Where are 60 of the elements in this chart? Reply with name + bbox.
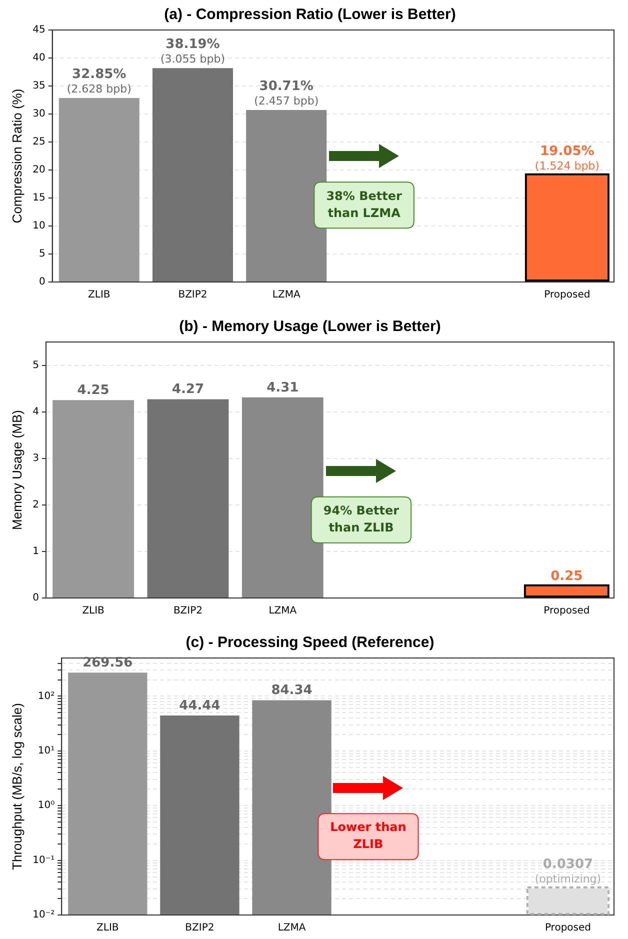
x-tick-label: LZMA <box>268 606 297 617</box>
x-tick-label: Proposed <box>544 922 591 934</box>
x-tick-label: Proposed <box>544 606 590 617</box>
y-tick-label: 10 <box>32 220 46 232</box>
data-label: 0.0307 (optimizing) <box>534 857 602 886</box>
bar <box>52 400 134 598</box>
data-label: 4.25 <box>77 383 110 398</box>
y-tick-label: 0 <box>32 592 39 604</box>
y-tick-label: 4 <box>32 406 39 418</box>
bar <box>152 68 233 282</box>
x-tick-label: BZIP2 <box>185 922 214 934</box>
bar <box>246 110 327 282</box>
y-tick-label: 10⁻² <box>32 910 55 921</box>
y-tick-label: 25 <box>32 136 46 148</box>
x-tick-label: BZIP2 <box>178 290 208 301</box>
y-tick-label: 10⁰ <box>38 800 55 812</box>
y-tick-label: 20 <box>32 164 46 176</box>
annotation: 38% Better than LZMA <box>326 188 402 220</box>
x-tick-label: Proposed <box>544 290 590 301</box>
data-label: 30.71% (2.457 bpb) <box>254 78 319 108</box>
data-label: 4.27 <box>172 382 204 398</box>
y-tick-label: 30 <box>32 108 46 120</box>
chart-title: (a) - Compression Ratio (Lower is Better) <box>164 6 456 24</box>
x-tick-label: ZLIB <box>82 606 105 617</box>
y-tick-label: 40 <box>32 52 46 64</box>
y-tick-label: 10² <box>38 690 55 702</box>
y-tick-label: 0 <box>38 276 46 288</box>
data-label: 269.56 <box>82 656 133 671</box>
data-label: 44.44 <box>179 698 220 714</box>
annotation: 94% Better than ZLIB <box>323 504 400 535</box>
data-label: 4.31 <box>266 380 299 396</box>
y-tick-label: 10⁻¹ <box>32 854 55 866</box>
chart-title: (b) - Memory Usage (Lower is Better) <box>179 318 441 336</box>
y-tick-label: 10¹ <box>38 746 55 757</box>
bar <box>147 399 229 598</box>
data-label: 19.05% (1.524 bpb) <box>534 144 600 173</box>
bar <box>58 98 140 282</box>
x-tick-label: BZIP2 <box>173 606 203 617</box>
data-label: 32.85% (2.628 bpb) <box>66 66 132 96</box>
x-tick-label: LZMA <box>272 290 300 301</box>
y-tick-label: 5 <box>38 248 46 260</box>
x-tick-label: LZMA <box>278 922 306 934</box>
data-label: 38.19% (3.055 bpb) <box>160 37 226 66</box>
y-tick-label: 2 <box>32 500 39 511</box>
y-axis-title: Memory Usage (MB) <box>9 410 24 530</box>
y-axis-title: Compression Ratio (%) <box>9 88 24 224</box>
bar <box>242 397 324 598</box>
y-tick-label: 3 <box>32 452 39 464</box>
x-tick-label: ZLIB <box>88 290 110 301</box>
y-tick-label: 15 <box>32 192 46 204</box>
annotation: Lower than ZLIB <box>330 820 406 852</box>
y-tick-label: 5 <box>32 360 39 371</box>
x-tick-label: ZLIB <box>96 922 119 934</box>
y-tick-label: 1 <box>32 546 39 558</box>
chart-title: (c) - Processing Speed (Reference) <box>186 634 434 652</box>
y-tick-label: 35 <box>32 80 46 92</box>
data-label: 84.34 <box>271 683 312 698</box>
y-axis-title: Throughput (MB/s, log scale) <box>9 703 24 870</box>
data-label: 0.25 <box>550 569 583 584</box>
y-tick-label: 45 <box>32 24 46 36</box>
